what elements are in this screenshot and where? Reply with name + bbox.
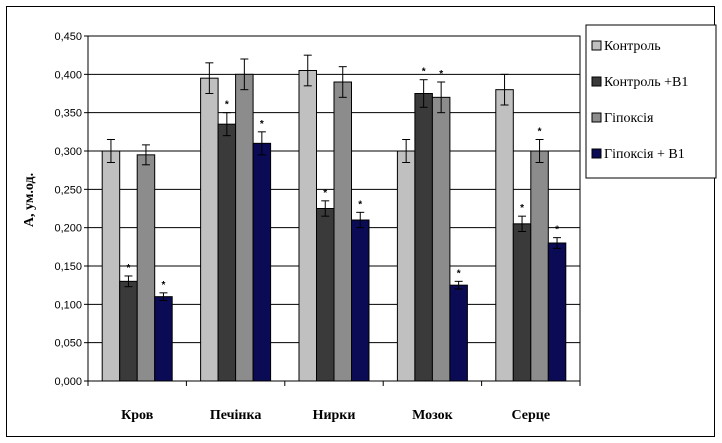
legend-label: Гіпоксія bbox=[604, 111, 654, 126]
axes bbox=[87, 35, 581, 386]
legend-swatch bbox=[591, 40, 602, 51]
x-category-labels: Кров Печінка Нирки Мозок Серце bbox=[121, 408, 550, 423]
bar bbox=[154, 296, 173, 382]
bar bbox=[396, 150, 416, 382]
significance-marker: * bbox=[538, 127, 542, 138]
plot-border bbox=[87, 35, 581, 382]
significance-marker: * bbox=[126, 263, 130, 274]
significance-marker: * bbox=[260, 119, 264, 130]
significance-marker: * bbox=[555, 225, 559, 236]
significance-marker: * bbox=[358, 199, 362, 210]
bar bbox=[217, 123, 237, 382]
bar bbox=[414, 93, 433, 382]
y-tick-label: 0,350 bbox=[54, 108, 82, 120]
bar bbox=[101, 150, 121, 382]
bar bbox=[431, 96, 451, 382]
x-category-label: Печінка bbox=[210, 408, 261, 423]
legend-swatch bbox=[591, 148, 602, 159]
legend: Контроль Контроль +В1 Гіпоксія Гіпоксія + В… bbox=[585, 24, 717, 179]
y-axis-label: А, ум.од. bbox=[22, 173, 37, 227]
bar bbox=[351, 219, 370, 382]
legend-swatch bbox=[591, 76, 602, 87]
legend-swatch bbox=[591, 112, 602, 123]
bar bbox=[316, 208, 335, 382]
y-tick-labels: 0,000 0,050 0,100 0,150 0,200 0,250 0,300 0,350… bbox=[54, 31, 82, 388]
bar bbox=[547, 242, 567, 382]
bar bbox=[136, 154, 156, 382]
y-tick-label: 0,100 bbox=[54, 299, 82, 311]
bar bbox=[530, 150, 549, 382]
legend-label: Контроль bbox=[604, 39, 661, 54]
bar bbox=[200, 77, 219, 382]
significance-marker: * bbox=[323, 188, 327, 199]
bar bbox=[333, 81, 352, 382]
bar bbox=[235, 73, 254, 382]
significance-marker: * bbox=[439, 69, 443, 80]
bar bbox=[119, 280, 138, 382]
significance-marker: * bbox=[422, 67, 426, 78]
y-tick-label: 0,400 bbox=[54, 69, 82, 81]
bar bbox=[298, 70, 317, 382]
significance-marker: * bbox=[520, 203, 524, 214]
significance-marker: * bbox=[457, 268, 461, 279]
y-tick-label: 0,000 bbox=[54, 376, 82, 388]
y-tick-label: 0,450 bbox=[54, 31, 82, 43]
x-category-label: Кров bbox=[121, 408, 154, 423]
bar bbox=[449, 284, 468, 382]
legend-label: Гіпоксія + В1 bbox=[604, 147, 685, 162]
bars: * * * * * * * * * * * * bbox=[101, 54, 567, 382]
y-tick-label: 0,250 bbox=[54, 184, 82, 196]
significance-marker: * bbox=[161, 280, 165, 291]
bar bbox=[252, 142, 272, 382]
y-tick-label: 0,200 bbox=[54, 223, 82, 235]
legend-box bbox=[585, 24, 717, 179]
bar bbox=[495, 89, 514, 382]
y-tick-label: 0,150 bbox=[54, 261, 82, 273]
x-category-label: Серце bbox=[512, 408, 551, 423]
y-tick-label: 0,050 bbox=[54, 338, 82, 350]
bar bbox=[512, 223, 532, 382]
significance-marker: * bbox=[225, 100, 229, 111]
y-tick-label: 0,300 bbox=[54, 146, 82, 158]
legend-label: Контроль +В1 bbox=[604, 75, 688, 90]
x-category-label: Мозок bbox=[412, 408, 454, 423]
x-category-label: Нирки bbox=[313, 408, 356, 423]
